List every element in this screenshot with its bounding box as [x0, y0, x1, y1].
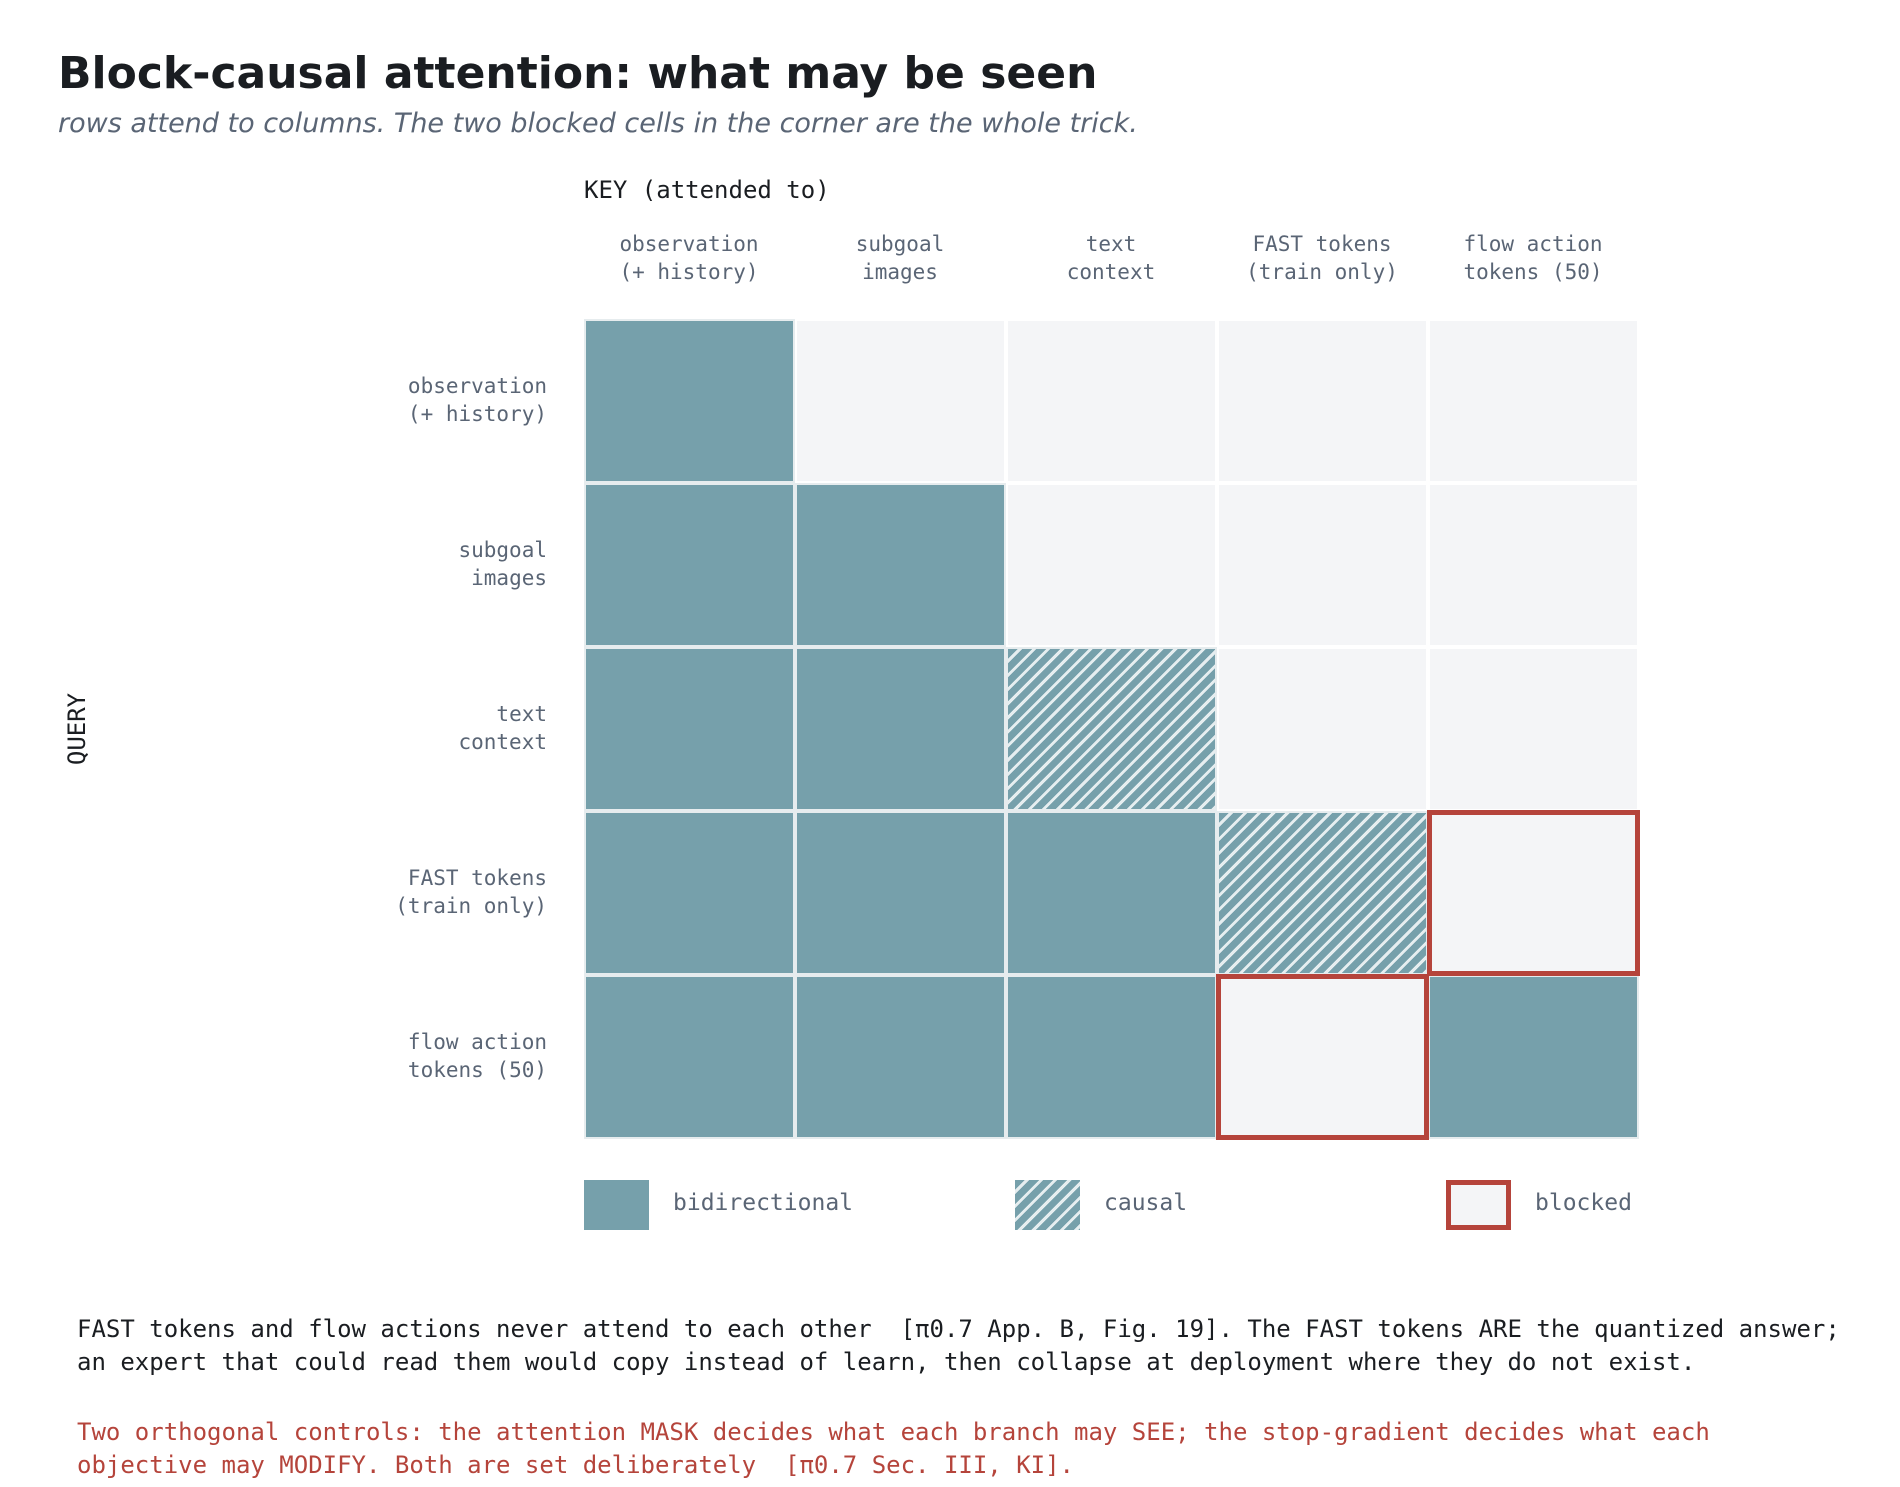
- page-title: Block-causal attention: what may be seen: [58, 48, 1098, 99]
- matrix-cell-empty: [1428, 647, 1639, 811]
- column-header: FAST tokens (train only): [1246, 232, 1398, 284]
- legend-swatch-causal: [1015, 1180, 1080, 1230]
- footnote-line-1: FAST tokens and flow actions never atten…: [77, 1315, 1840, 1343]
- blocked-cell-outline: [1427, 810, 1640, 976]
- matrix-cell-bidirectional: [584, 319, 795, 483]
- matrix-cell-bidirectional: [1006, 975, 1217, 1139]
- matrix-cell-bidirectional: [795, 811, 1006, 975]
- matrix-cell-bidirectional: [584, 647, 795, 811]
- matrix-cell-empty: [1006, 483, 1217, 647]
- legend-label-blocked: blocked: [1535, 1190, 1632, 1216]
- row-header: FAST tokens (train only): [395, 866, 547, 918]
- matrix-cell-empty: [1428, 483, 1639, 647]
- footnote-line-4: objective may MODIFY. Both are set delib…: [77, 1451, 1074, 1479]
- column-header: observation (+ history): [619, 232, 759, 284]
- matrix-cell-bidirectional: [795, 975, 1006, 1139]
- matrix-cell-empty: [1428, 319, 1639, 483]
- row-header: subgoal images: [458, 538, 547, 590]
- footnote-highlight: Two orthogonal controls: the attention M…: [77, 1416, 1710, 1482]
- footnote-line-2: an expert that could read them would cop…: [77, 1348, 1696, 1376]
- matrix-cell-causal: [1006, 647, 1217, 811]
- matrix-cell-bidirectional: [795, 483, 1006, 647]
- row-header: observation (+ history): [407, 374, 547, 426]
- row-header: flow action tokens (50): [407, 1030, 547, 1082]
- matrix-cell-empty: [1006, 319, 1217, 483]
- matrix-cell-bidirectional: [584, 483, 795, 647]
- query-axis-label: QUERY: [63, 692, 91, 766]
- blocked-cell-outline: [1216, 974, 1429, 1140]
- matrix-cell-bidirectional: [795, 647, 1006, 811]
- column-header: text context: [1066, 232, 1156, 284]
- column-header: subgoal images: [855, 232, 945, 284]
- matrix-cell-bidirectional: [584, 975, 795, 1139]
- footnote-text: FAST tokens and flow actions never atten…: [77, 1313, 1840, 1379]
- matrix-cell-empty: [1217, 319, 1428, 483]
- matrix-cell-causal: [1217, 811, 1428, 975]
- row-header: text context: [458, 702, 547, 754]
- key-axis-label: KEY (attended to): [584, 176, 830, 204]
- legend-swatch-bidirectional: [584, 1180, 649, 1230]
- column-header: flow action tokens (50): [1463, 232, 1603, 284]
- matrix-cell-blocked: [1217, 975, 1428, 1139]
- matrix-cell-empty: [795, 319, 1006, 483]
- legend-swatch-blocked: [1446, 1180, 1511, 1230]
- matrix-cell-empty: [1217, 483, 1428, 647]
- footnote-line-3: Two orthogonal controls: the attention M…: [77, 1418, 1710, 1446]
- matrix-cell-bidirectional: [1006, 811, 1217, 975]
- legend-label-bidirectional: bidirectional: [673, 1190, 854, 1216]
- page-subtitle: rows attend to columns. The two blocked …: [58, 108, 1138, 139]
- legend-label-causal: causal: [1104, 1190, 1188, 1216]
- matrix-cell-empty: [1217, 647, 1428, 811]
- matrix-cell-bidirectional: [584, 811, 795, 975]
- matrix-cell-bidirectional: [1428, 975, 1639, 1139]
